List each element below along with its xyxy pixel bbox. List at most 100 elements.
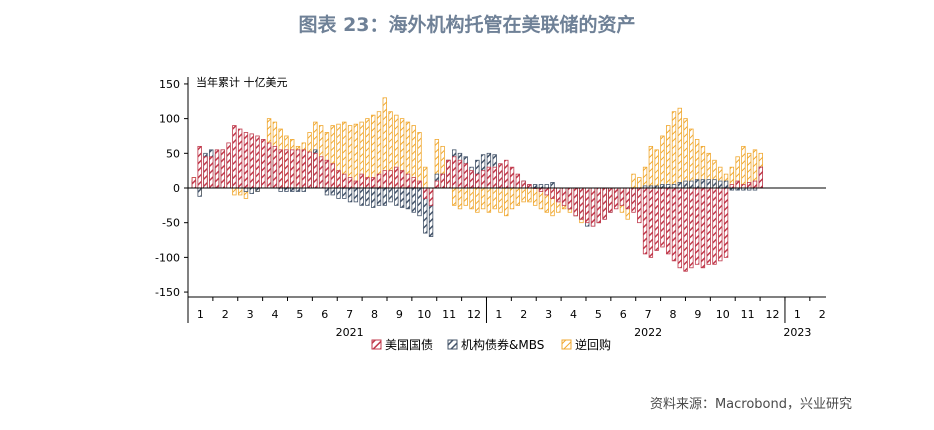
bar-treasury bbox=[567, 187, 573, 210]
x-tick-label: 2 bbox=[520, 308, 527, 321]
y-tick-label: -150 bbox=[155, 286, 180, 299]
bar-agency bbox=[388, 187, 393, 203]
bar-agency bbox=[666, 184, 671, 189]
bar-treasury bbox=[191, 177, 197, 189]
bar-agency bbox=[694, 179, 700, 189]
bar-treasury bbox=[434, 180, 440, 189]
bar-repo bbox=[457, 187, 463, 210]
bar-treasury bbox=[509, 166, 515, 189]
bar-treasury bbox=[382, 170, 387, 189]
bar-treasury bbox=[637, 187, 642, 224]
bar-treasury bbox=[706, 187, 711, 265]
bar-repo bbox=[515, 187, 521, 206]
bar-agency bbox=[301, 187, 306, 192]
bar-treasury bbox=[457, 159, 463, 189]
bar-repo bbox=[492, 187, 497, 210]
y-tick-label: 100 bbox=[159, 113, 180, 126]
bar-treasury bbox=[376, 173, 382, 189]
bar-agency bbox=[660, 184, 665, 189]
bar-treasury bbox=[642, 187, 648, 255]
bar-treasury bbox=[272, 145, 278, 189]
bar-agency bbox=[243, 187, 249, 192]
bar-treasury bbox=[694, 187, 700, 265]
bar-repo bbox=[509, 187, 515, 210]
bar-treasury bbox=[561, 187, 567, 206]
bar-treasury bbox=[758, 166, 763, 189]
bar-treasury bbox=[301, 149, 306, 189]
bar-agency bbox=[417, 187, 422, 217]
bar-agency bbox=[359, 187, 364, 206]
bar-treasury bbox=[671, 187, 677, 262]
bar-repo bbox=[527, 187, 532, 203]
bar-agency bbox=[550, 182, 555, 189]
bar-treasury bbox=[284, 149, 289, 189]
bar-treasury bbox=[318, 156, 324, 189]
x-tick-label: 3 bbox=[545, 308, 552, 321]
x-tick-label: 8 bbox=[371, 308, 378, 321]
bar-treasury bbox=[226, 142, 231, 189]
bar-agency bbox=[411, 187, 416, 213]
y-tick-label: -50 bbox=[162, 217, 180, 230]
bar-treasury bbox=[729, 184, 735, 189]
bar-repo bbox=[637, 177, 642, 189]
bar-treasury bbox=[359, 173, 364, 189]
bar-repo bbox=[371, 114, 376, 189]
y-tick-label: 50 bbox=[166, 147, 180, 160]
bar-repo bbox=[417, 132, 422, 189]
bar-treasury bbox=[394, 166, 399, 189]
bar-treasury bbox=[243, 132, 249, 189]
bar-treasury bbox=[399, 170, 405, 189]
x-tick-label: 11 bbox=[741, 308, 755, 321]
bar-repo bbox=[666, 125, 671, 189]
bar-agency bbox=[405, 187, 411, 210]
bar-treasury bbox=[261, 139, 266, 189]
bar-repo bbox=[660, 135, 665, 189]
bar-treasury bbox=[290, 149, 295, 189]
bar-treasury bbox=[585, 187, 590, 224]
x-tick-label: 12 bbox=[766, 308, 780, 321]
bar-repo bbox=[689, 128, 694, 189]
bar-treasury bbox=[342, 173, 347, 189]
x-tick-label: 7 bbox=[346, 308, 353, 321]
bar-treasury bbox=[619, 187, 625, 206]
bar-treasury bbox=[330, 163, 335, 189]
x-tick-label: 12 bbox=[467, 308, 481, 321]
bar-agency bbox=[295, 187, 301, 192]
x-tick-label: 10 bbox=[716, 308, 730, 321]
bar-treasury bbox=[324, 159, 330, 189]
bar-treasury bbox=[249, 133, 254, 189]
x-tick-label: 2 bbox=[819, 308, 826, 321]
bar-treasury bbox=[295, 149, 301, 189]
bar-treasury bbox=[602, 187, 607, 220]
bar-agency bbox=[284, 187, 289, 192]
bar-treasury bbox=[608, 187, 613, 213]
year-label: 2023 bbox=[783, 326, 811, 339]
x-tick-label: 9 bbox=[396, 308, 403, 321]
bar-agency bbox=[347, 187, 353, 203]
bar-agency bbox=[336, 187, 341, 199]
bar-repo bbox=[237, 187, 243, 196]
bar-repo bbox=[683, 118, 688, 189]
bar-treasury bbox=[278, 149, 283, 189]
year-label: 2022 bbox=[634, 326, 662, 339]
bar-agency bbox=[677, 182, 682, 189]
bar-agency bbox=[706, 179, 711, 189]
x-tick-label: 1 bbox=[495, 308, 502, 321]
bar-treasury bbox=[486, 166, 492, 189]
bar-repo bbox=[642, 166, 648, 189]
bar-treasury bbox=[209, 156, 214, 189]
bar-treasury bbox=[515, 173, 521, 189]
bar-agency bbox=[723, 180, 729, 189]
bar-treasury bbox=[197, 145, 202, 189]
bar-repo bbox=[452, 187, 457, 206]
bar-repo bbox=[521, 187, 526, 203]
bar-agency bbox=[544, 184, 549, 189]
bar-treasury bbox=[625, 187, 630, 210]
bar-agency bbox=[353, 187, 359, 203]
bar-treasury bbox=[498, 163, 503, 189]
legend-swatch-treasury bbox=[371, 339, 382, 350]
year-label: 2021 bbox=[336, 326, 364, 339]
bar-treasury bbox=[596, 187, 601, 224]
legend: 美国国债 机构债券&MBS 逆回购 bbox=[371, 337, 611, 352]
legend-swatch-repo bbox=[561, 339, 572, 350]
